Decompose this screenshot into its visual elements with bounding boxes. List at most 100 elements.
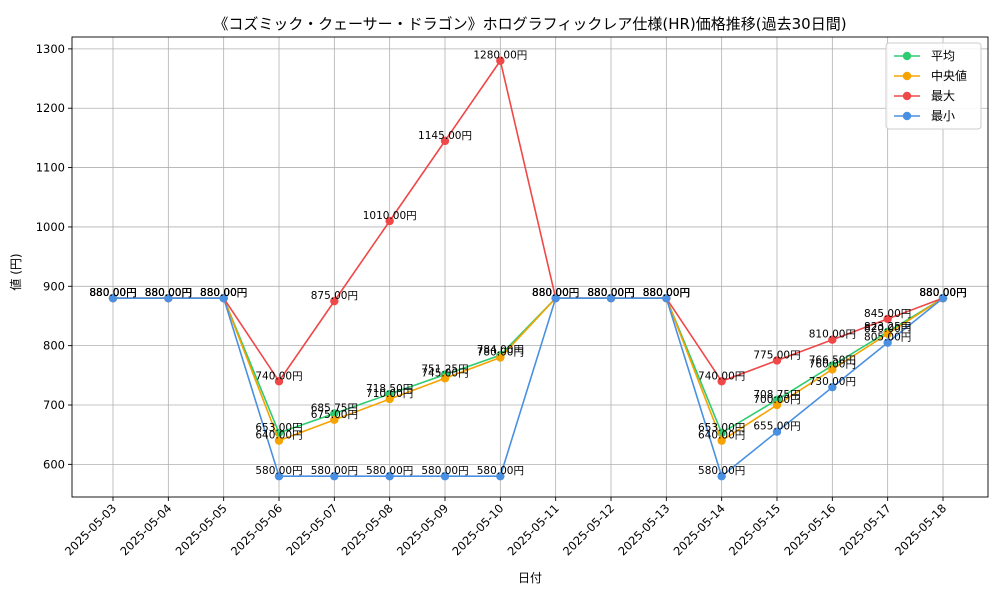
chart-title: 《コズミック・クェーサー・ドラゴン》ホログラフィックレア仕様(HR)価格推移(過… — [213, 15, 846, 33]
legend-marker — [902, 111, 912, 121]
data-label: 740.00円 — [698, 370, 745, 382]
data-point — [385, 216, 394, 226]
data-labels: 880.00円 880.00円 880.00円 653.00円 685.75円 718.5… — [89, 50, 966, 477]
legend-label: 最大 — [931, 89, 955, 103]
legend-label: 平均 — [931, 49, 955, 63]
data-label: 718.50円 — [366, 383, 413, 395]
series-line — [113, 58, 944, 383]
data-label: 580.00円 — [698, 465, 745, 477]
y-tick-label: 700 — [43, 398, 65, 412]
x-tick-label: 2025-05-10 — [449, 501, 506, 558]
data-point — [772, 356, 782, 365]
data-point — [662, 293, 671, 303]
data-point — [385, 394, 394, 404]
series-line — [113, 297, 944, 442]
data-label: 810.00円 — [809, 329, 856, 341]
data-label: 653.00円 — [255, 422, 302, 434]
x-tick-label: 2025-05-14 — [671, 501, 728, 558]
data-point — [330, 472, 339, 481]
legend-marker — [902, 51, 912, 61]
y-tick-label: 1300 — [36, 42, 65, 56]
y-tick-label: 1100 — [36, 161, 65, 175]
data-label: 685.75円 — [311, 402, 358, 414]
x-tick-label: 2025-05-18 — [892, 501, 949, 558]
data-point — [938, 293, 948, 303]
data-label: 880.00円 — [145, 287, 192, 299]
data-label: 580.00円 — [255, 465, 302, 477]
data-label: 653.00円 — [698, 422, 745, 434]
data-label: 640.00円 — [698, 430, 745, 442]
data-label: 675.00円 — [311, 409, 358, 421]
data-label: 580.00円 — [421, 465, 468, 477]
series-line — [113, 297, 944, 478]
data-label: 880.00円 — [89, 287, 136, 299]
series-line — [113, 297, 944, 435]
legend-marker — [902, 91, 912, 101]
x-tick-label: 2025-05-04 — [117, 501, 174, 558]
legend-label: 中央値 — [931, 68, 967, 83]
x-tick-label: 2025-05-07 — [283, 501, 340, 558]
data-label: 880.00円 — [145, 287, 192, 299]
data-label: 880.00円 — [145, 287, 192, 299]
legend-label: 最小 — [931, 109, 955, 123]
data-label: 880.00円 — [919, 287, 966, 299]
data-point — [772, 400, 782, 410]
legend-marker — [902, 71, 912, 81]
series-group — [108, 56, 948, 481]
data-label: 1010.00円 — [363, 210, 417, 222]
data-point — [883, 314, 892, 324]
data-point — [440, 136, 450, 146]
data-point — [606, 293, 616, 303]
data-point — [219, 293, 228, 303]
data-point — [385, 472, 394, 481]
data-point — [330, 415, 339, 425]
data-point — [772, 427, 782, 436]
data-label: 880.00円 — [643, 287, 690, 299]
data-label: 823.25円 — [864, 321, 911, 333]
series-最小 — [108, 293, 948, 481]
data-point — [330, 296, 339, 306]
data-label: 880.00円 — [200, 287, 247, 299]
data-label: 820.00円 — [864, 323, 911, 335]
y-tick-label: 1200 — [36, 101, 65, 115]
data-label: 880.00円 — [200, 287, 247, 299]
data-label: 708.75円 — [753, 389, 800, 401]
y-tick-label: 600 — [43, 457, 65, 471]
data-label: 700.00円 — [753, 394, 800, 406]
data-label: 880.00円 — [919, 287, 966, 299]
x-tick-label: 2025-05-09 — [394, 501, 451, 558]
data-point — [440, 472, 450, 481]
legend-item: 最大 — [894, 89, 955, 103]
data-label: 880.00円 — [200, 287, 247, 299]
data-label: 880.00円 — [89, 287, 136, 299]
data-label: 880.00円 — [532, 287, 579, 299]
data-label: 580.00円 — [311, 465, 358, 477]
data-point — [717, 377, 726, 386]
data-label: 730.00円 — [809, 376, 856, 388]
data-label: 880.00円 — [200, 287, 247, 299]
data-point — [164, 293, 173, 303]
data-label: 580.00円 — [477, 465, 524, 477]
data-point — [274, 436, 284, 445]
data-label: 845.00円 — [864, 308, 911, 320]
x-tick-label: 2025-05-08 — [339, 501, 396, 558]
data-label: 880.00円 — [587, 287, 634, 299]
y-axis-label: 値 (円) — [8, 253, 23, 290]
y-tick-label: 1000 — [36, 220, 65, 234]
x-tick-label: 2025-05-11 — [505, 501, 562, 558]
data-label: 780.00円 — [477, 347, 524, 359]
data-label: 745.00円 — [421, 367, 468, 379]
x-tick-label: 2025-05-05 — [173, 501, 230, 558]
data-label: 880.00円 — [643, 287, 690, 299]
data-label: 880.00円 — [532, 287, 579, 299]
data-label: 880.00円 — [587, 287, 634, 299]
data-label: 880.00円 — [89, 287, 136, 299]
x-tick-label: 2025-05-17 — [837, 501, 894, 558]
data-point — [717, 472, 726, 481]
x-tick-label: 2025-05-12 — [560, 501, 617, 558]
data-label: 710.00円 — [366, 388, 413, 400]
grid-lines — [72, 37, 988, 497]
data-label: 1145.00円 — [418, 130, 472, 142]
legend-item: 平均 — [894, 49, 955, 63]
